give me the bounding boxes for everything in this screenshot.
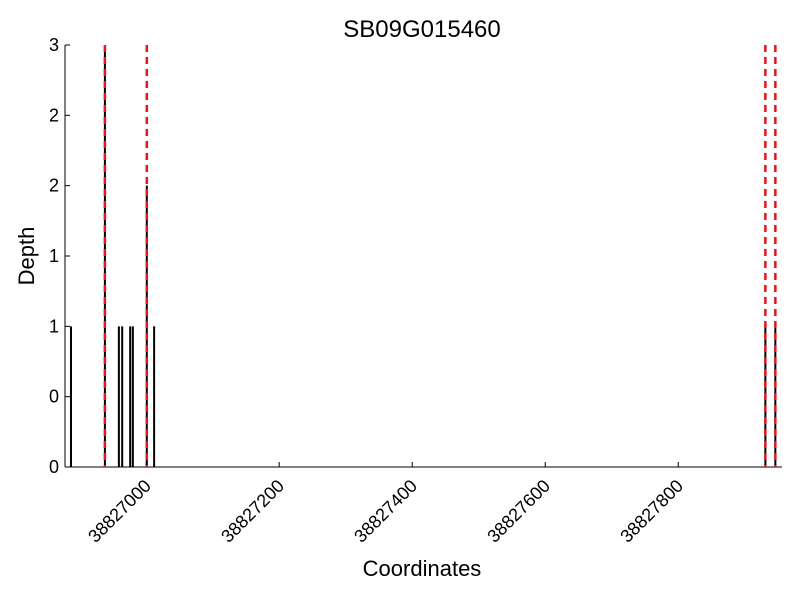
y-tick-label: 0 — [49, 457, 59, 477]
y-tick-label: 3 — [49, 35, 59, 55]
x-tick-label: 38827200 — [217, 476, 288, 547]
x-tick-label: 38827400 — [350, 476, 421, 547]
chart-title: SB09G015460 — [343, 16, 500, 43]
y-tick-label: 2 — [49, 176, 59, 196]
x-tick-label: 38827600 — [483, 476, 554, 547]
x-axis-label: Coordinates — [363, 556, 482, 581]
y-tick-label: 0 — [49, 387, 59, 407]
x-tick-label: 38827800 — [616, 476, 687, 547]
y-tick-label: 2 — [49, 105, 59, 125]
y-tick-label: 1 — [49, 246, 59, 266]
x-tick-label: 38827000 — [84, 476, 155, 547]
y-tick-label: 1 — [49, 316, 59, 336]
y-axis-label: Depth — [14, 227, 39, 286]
